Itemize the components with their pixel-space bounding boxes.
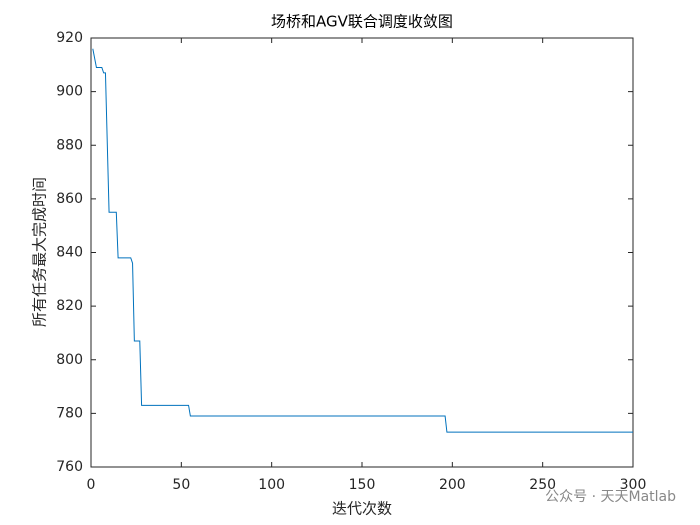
y-tick-label: 800 [56, 352, 83, 368]
y-tick-label: 860 [56, 191, 83, 207]
x-tick-label: 200 [439, 477, 466, 493]
watermark: 公众号 · 天天Matlab [545, 489, 676, 505]
y-tick-label: 840 [56, 245, 83, 261]
plot-frame [90, 37, 634, 468]
x-tick-label: 0 [87, 477, 96, 493]
y-tick-label: 760 [56, 459, 83, 475]
x-tick-label: 50 [172, 477, 190, 493]
x-tick-label: 100 [258, 477, 285, 493]
x-tick-label: 150 [349, 477, 376, 493]
y-tick-label: 780 [56, 405, 83, 421]
y-tick-label: 880 [56, 137, 83, 153]
x-tick-label: 250 [529, 477, 556, 493]
x-axis-label: 迭代次数 [332, 500, 392, 518]
y-tick-label: 920 [56, 30, 83, 46]
y-tick-label: 900 [56, 84, 83, 100]
chart-title: 场桥和AGV联合调度收敛图 [271, 13, 453, 31]
y-axis-label: 所有任务最大完成时间 [31, 177, 49, 327]
line-series [92, 48, 633, 433]
x-tick-label: 300 [620, 477, 647, 493]
y-tick-label: 820 [56, 298, 83, 314]
